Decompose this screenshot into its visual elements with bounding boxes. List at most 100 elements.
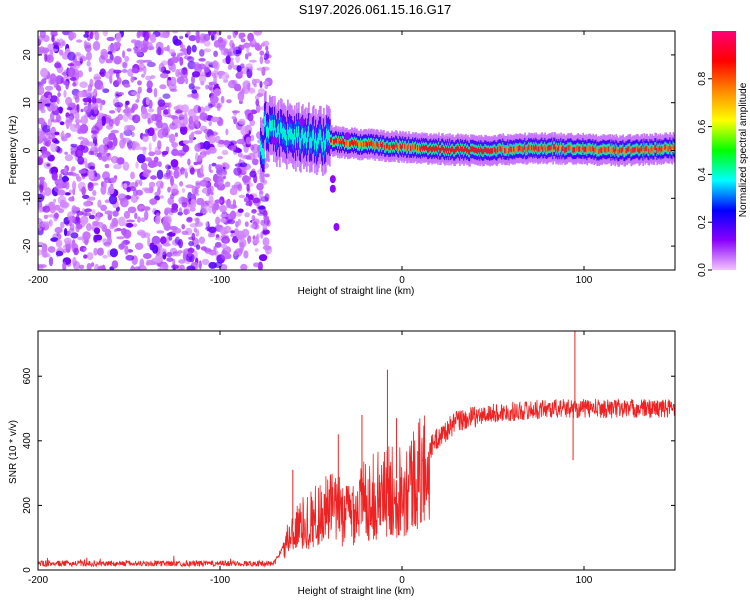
heatmap-cell	[186, 31, 191, 36]
heatmap-cell	[210, 95, 219, 104]
heatmap-cell	[499, 145, 501, 151]
heatmap-cell	[528, 144, 530, 150]
heatmap-cell	[91, 133, 98, 140]
heatmap-cell	[144, 188, 152, 194]
heatmap-cell	[657, 146, 659, 152]
heatmap-cell	[260, 140, 262, 152]
heatmap-cell	[314, 139, 316, 150]
heatmap-cell	[662, 147, 664, 153]
heatmap-cell	[71, 166, 76, 172]
heatmap-cell	[94, 263, 100, 270]
heatmap-cell	[38, 200, 43, 209]
heatmap-cell	[542, 146, 544, 152]
heatmap-cell	[636, 145, 638, 152]
heatmap-cell	[38, 206, 44, 213]
heatmap-cell	[265, 50, 270, 60]
heatmap-cell	[545, 146, 547, 152]
heatmap-cell	[364, 141, 366, 147]
heatmap-cell	[72, 188, 76, 196]
heatmap-cell	[67, 51, 76, 61]
heatmap-cell	[67, 217, 74, 222]
heatmap-cell	[522, 147, 524, 153]
heatmap-cell	[121, 69, 128, 73]
heatmap-cell	[80, 108, 84, 113]
heatmap-cell	[175, 109, 183, 114]
heatmap-cell	[42, 138, 48, 142]
heatmap-cell	[113, 69, 122, 74]
heatmap-cell	[460, 145, 462, 151]
heatmap-cell	[75, 149, 84, 158]
heatmap-cell	[249, 59, 257, 63]
heatmap-cell	[558, 145, 560, 151]
heatmap-cell	[428, 147, 430, 153]
heatmap-cell	[74, 119, 83, 124]
heatmap-cell	[504, 147, 506, 154]
heatmap-cell	[565, 147, 567, 153]
heatmap-cell	[136, 153, 146, 164]
heatmap-cell	[178, 259, 186, 264]
heatmap-cell	[375, 141, 377, 147]
heatmap-cell	[247, 235, 252, 244]
snr-xtick-label: -200	[28, 575, 48, 586]
heatmap-cell	[225, 128, 229, 136]
heatmap-cell	[500, 146, 502, 152]
heatmap-cell	[54, 62, 62, 69]
heatmap-cell	[271, 136, 278, 145]
heatmap-cell	[313, 128, 315, 140]
heatmap-cell	[459, 148, 461, 155]
spectrogram-xlabel: Height of straight line (km)	[298, 286, 415, 297]
heatmap-cell	[195, 244, 201, 250]
heatmap-cell	[352, 140, 354, 146]
heatmap-cell	[87, 182, 94, 192]
heatmap-cell	[68, 228, 75, 233]
heatmap-cell	[58, 106, 63, 114]
heatmap-cell	[174, 132, 178, 138]
heatmap-cell	[182, 44, 186, 55]
heatmap-cell	[546, 147, 548, 153]
heatmap-cell	[98, 55, 106, 64]
heatmap-cell	[262, 237, 270, 247]
heatmap-cell	[366, 141, 368, 147]
heatmap-cell	[188, 116, 193, 125]
heatmap-cell	[505, 147, 507, 154]
heatmap-cell	[238, 118, 246, 125]
heatmap-cell	[116, 77, 122, 85]
heatmap-cell	[171, 142, 179, 148]
heatmap-cell	[162, 242, 171, 247]
heatmap-cell	[661, 146, 663, 152]
heatmap-cell	[356, 140, 358, 146]
snr-frame	[37, 330, 676, 571]
heatmap-cell	[477, 148, 479, 154]
heatmap-cell	[563, 145, 565, 151]
heatmap-cell	[159, 84, 167, 90]
heatmap-cell	[191, 71, 201, 78]
heatmap-cell	[247, 82, 251, 91]
heatmap-cell	[283, 126, 285, 138]
heatmap-cell	[654, 144, 656, 150]
heatmap-cell	[100, 85, 105, 90]
spectrogram-ytick-label: -10	[22, 191, 33, 206]
heatmap-cell	[374, 143, 376, 149]
heatmap-cell	[112, 155, 116, 164]
heatmap-cell	[93, 234, 98, 243]
heatmap-cell	[113, 228, 118, 233]
heatmap-cell	[188, 83, 195, 90]
heatmap-cell	[599, 147, 601, 154]
heatmap-cell	[155, 180, 164, 188]
heatmap-cell	[516, 145, 518, 152]
heatmap-cell	[181, 188, 186, 193]
heatmap-cell	[145, 97, 150, 106]
heatmap-cell	[208, 120, 212, 127]
heatmap-cell	[141, 162, 148, 171]
heatmap-cell	[108, 119, 114, 127]
heatmap-cell	[239, 89, 245, 94]
heatmap-cell	[331, 137, 333, 143]
heatmap-cell	[130, 140, 139, 148]
heatmap-cell	[86, 51, 92, 61]
heatmap-cell	[136, 196, 140, 200]
heatmap-cell	[237, 152, 243, 158]
heatmap-cell	[43, 214, 49, 220]
heatmap-cell	[240, 38, 246, 43]
heatmap-cell	[201, 203, 210, 214]
heatmap-cell	[616, 147, 618, 154]
